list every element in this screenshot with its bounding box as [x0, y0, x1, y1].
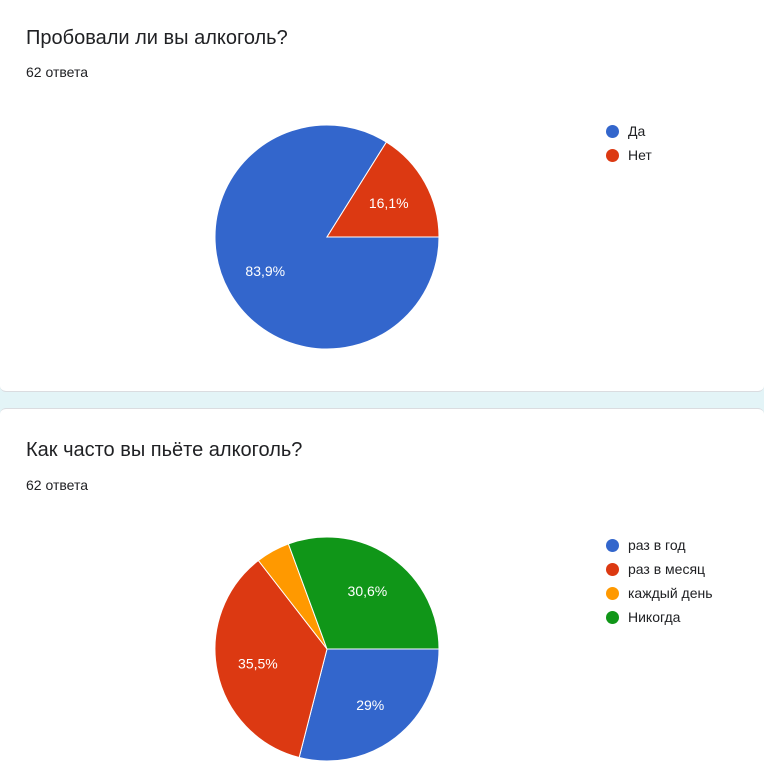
slice-label-4: 30,6% [348, 583, 388, 599]
legend-item[interactable]: каждый день [606, 581, 713, 605]
legend-item[interactable]: Да [606, 119, 652, 143]
legend-swatch [606, 124, 619, 138]
slice-label-1: 29% [356, 697, 384, 713]
slice-label-1: 83,9% [245, 263, 285, 279]
pie-chart: 29% 35,5% 30,6% [214, 536, 440, 762]
pie-chart: 83,9% 16,1% [214, 124, 440, 350]
chart-legend: раз в год раз в месяц каждый день Никогда [606, 533, 713, 629]
legend-item[interactable]: Никогда [606, 605, 713, 629]
legend-swatch [606, 586, 619, 600]
chart-legend: Да Нет [606, 119, 652, 167]
legend-item[interactable]: раз в год [606, 533, 713, 557]
legend-label: Да [628, 123, 646, 139]
legend-label: раз в год [628, 537, 686, 553]
legend-label: каждый день [628, 585, 713, 601]
pie-slice-2[interactable] [326, 141, 440, 238]
question-card-1: Пробовали ли вы алкоголь? 62 ответа 83,9… [0, 0, 764, 392]
legend-swatch [606, 562, 619, 576]
legend-swatch [606, 148, 619, 162]
response-count: 62 ответа [26, 477, 88, 493]
pie-slice-2[interactable] [214, 559, 328, 759]
slice-label-2: 35,5% [238, 655, 278, 671]
pie-slice-1[interactable] [298, 648, 440, 762]
slice-label-2: 16,1% [369, 195, 409, 211]
question-card-2: Как часто вы пьёте алкоголь? 62 ответа 2… [0, 408, 764, 776]
response-count: 62 ответа [26, 64, 88, 80]
legend-swatch [606, 610, 619, 624]
pie-slice-4[interactable] [287, 536, 440, 650]
legend-swatch [606, 538, 619, 552]
legend-label: Нет [628, 147, 652, 163]
legend-label: раз в месяц [628, 561, 706, 577]
legend-item[interactable]: раз в месяц [606, 557, 713, 581]
legend-item[interactable]: Нет [606, 143, 652, 167]
question-title: Пробовали ли вы алкоголь? [26, 27, 288, 49]
question-title: Как часто вы пьёте алкоголь? [26, 439, 303, 461]
legend-label: Никогда [628, 609, 681, 625]
